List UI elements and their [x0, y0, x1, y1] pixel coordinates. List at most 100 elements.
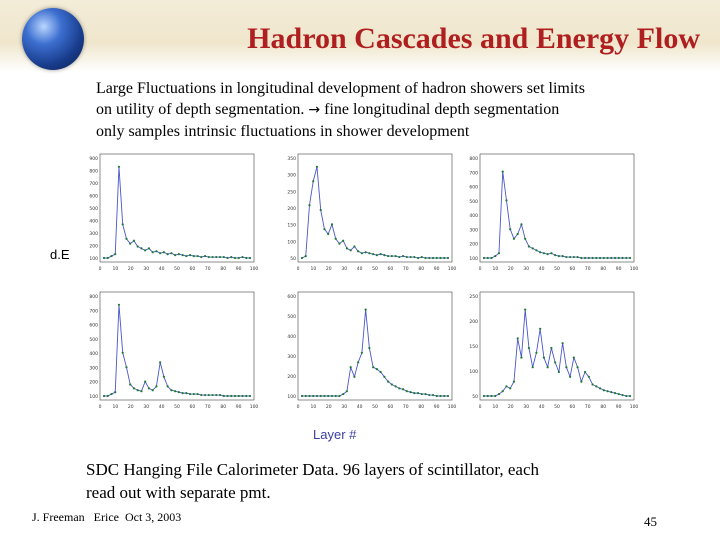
data-marker [368, 252, 371, 255]
plot-frame [297, 291, 453, 401]
data-marker [308, 394, 311, 398]
x-tick-label: 100 [250, 266, 259, 272]
data-marker [200, 393, 203, 397]
data-marker [554, 254, 557, 257]
data-marker [383, 254, 386, 257]
data-marker [606, 256, 609, 260]
y-tick-label: 500 [469, 199, 478, 205]
y-tick-label: 350 [287, 156, 296, 162]
data-marker [379, 253, 382, 256]
data-marker [602, 256, 605, 260]
data-marker [334, 394, 337, 398]
data-marker [349, 249, 352, 252]
shower-trace [484, 171, 630, 259]
data-marker [304, 254, 307, 258]
x-tick-label: 0 [479, 404, 482, 410]
x-tick-label: 90 [236, 266, 242, 272]
data-marker [420, 255, 423, 259]
shower-plot-2: 350 300 250 200 150 100 50 0 10 20 30 40 50 60 70 80 90 1… [280, 150, 458, 274]
data-marker [435, 394, 438, 398]
data-marker [416, 392, 420, 395]
data-marker [542, 356, 545, 359]
x-tick-label: 70 [585, 404, 591, 410]
data-marker [315, 165, 319, 168]
data-marker [200, 255, 203, 259]
data-marker [312, 180, 315, 183]
data-marker [170, 389, 173, 392]
data-marker [546, 253, 549, 256]
x-tick-label: 100 [250, 404, 259, 410]
data-marker [554, 361, 557, 364]
data-marker [132, 387, 136, 390]
data-marker [375, 254, 378, 257]
x-tick-label: 20 [326, 404, 332, 410]
data-marker [583, 370, 587, 374]
data-marker [527, 346, 531, 350]
y-tick-label: 500 [89, 337, 98, 343]
y-tick-label: 800 [89, 169, 98, 175]
x-tick-label: 20 [128, 404, 134, 410]
intro-line-2-rest: fine longitudinal depth segmentation [320, 101, 560, 118]
data-marker [420, 392, 423, 396]
data-marker [557, 370, 560, 374]
y-tick-label: 200 [469, 319, 478, 325]
data-marker [218, 255, 222, 259]
data-marker [230, 394, 233, 398]
data-marker [121, 223, 124, 226]
data-marker [125, 237, 128, 240]
data-marker [587, 256, 590, 260]
x-tick-label: 100 [448, 266, 457, 272]
data-marker [181, 392, 184, 395]
data-marker [147, 387, 151, 390]
data-marker [207, 255, 210, 259]
data-marker [327, 394, 330, 398]
data-marker [546, 366, 549, 369]
x-tick-label: 40 [539, 404, 545, 410]
data-marker [132, 239, 136, 242]
data-marker [516, 337, 519, 340]
data-marker [368, 346, 371, 350]
data-marker [617, 256, 620, 260]
data-marker [147, 247, 151, 250]
x-tick-label: 60 [388, 266, 394, 272]
data-marker [372, 366, 375, 369]
x-tick-label: 20 [326, 266, 332, 272]
data-marker [509, 228, 512, 231]
data-marker [144, 380, 147, 383]
y-tick-label: 200 [89, 380, 98, 386]
data-marker [330, 223, 334, 226]
data-marker [565, 366, 568, 369]
data-marker [401, 254, 405, 258]
page-number: 45 [644, 514, 657, 529]
plot-frame [99, 291, 255, 401]
data-marker [203, 393, 207, 397]
data-marker [505, 199, 508, 202]
data-marker [550, 346, 553, 350]
data-marker [539, 251, 542, 254]
data-marker [542, 252, 545, 255]
data-marker [129, 383, 132, 386]
y-tick-label: 200 [287, 374, 296, 380]
shower-trace [104, 166, 250, 259]
intro-line-3: only samples intrinsic fluctuations in s… [96, 123, 470, 140]
data-marker [248, 256, 252, 260]
x-tick-label: 30 [143, 404, 149, 410]
shower-plot-5: 600 500 400 300 200 100 0 10 20 30 40 50 60 70 80 90 100 [280, 288, 458, 412]
data-marker [509, 387, 512, 390]
data-marker [443, 394, 446, 398]
x-tick-label: 20 [508, 404, 514, 410]
y-axis-label: d.E [50, 247, 70, 262]
data-marker [606, 390, 609, 393]
data-marker [405, 390, 408, 393]
data-marker [174, 390, 177, 393]
data-marker [177, 253, 180, 256]
y-tick-label: 100 [287, 239, 296, 245]
shower-trace [302, 309, 448, 397]
data-marker [248, 394, 252, 398]
data-marker [345, 247, 349, 250]
data-marker [159, 361, 162, 364]
data-marker [215, 393, 218, 397]
x-tick-label: 30 [341, 404, 347, 410]
data-marker [431, 256, 435, 260]
x-tick-label: 80 [418, 266, 424, 272]
